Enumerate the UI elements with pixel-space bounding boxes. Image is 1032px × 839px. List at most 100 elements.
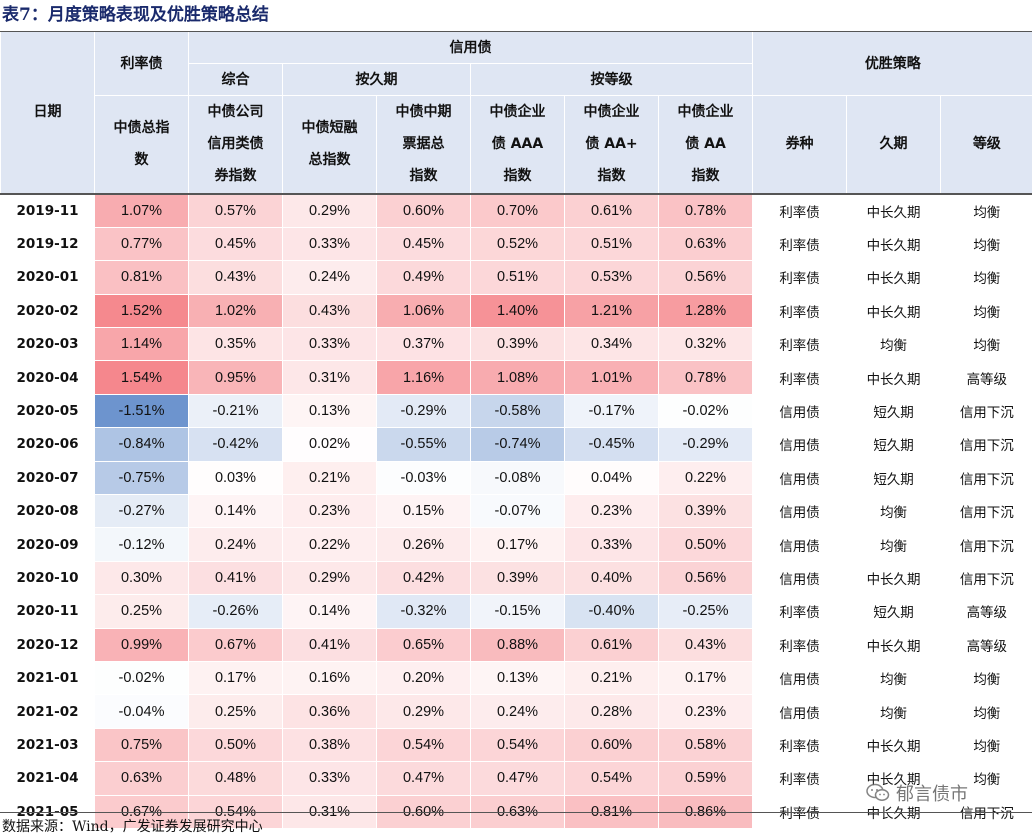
source-note: 数据来源：Wind，广发证券发展研究中心 [2,819,263,835]
strategy-type-cell: 利率债 [752,294,847,329]
value-cell: 0.14% [188,494,283,529]
date-cell: 2020-08 [0,494,95,529]
strategy-duration-cell: 均衡 [846,694,941,729]
date-cell: 2021-04 [0,761,95,796]
date-cell: 2020-11 [0,594,95,629]
strategy-duration-cell: 短久期 [846,427,941,462]
date-cell: 2020-12 [0,628,95,662]
strategy-type-cell: 信用债 [752,561,847,596]
value-cell: 1.40% [470,294,565,329]
date-cell: 2020-02 [0,294,95,329]
value-cell: 0.33% [282,761,377,796]
header-composite: 综合 [188,63,283,96]
strategy-grade-cell: 信用下沉 [940,461,1032,496]
value-cell: 0.25% [94,594,189,629]
value-cell: 0.45% [188,227,283,262]
value-cell: 0.50% [188,728,283,763]
header-by-rating: 按等级 [469,63,753,96]
value-cell: 0.45% [376,227,471,262]
strategy-type-cell: 信用债 [752,661,847,696]
value-cell: 1.01% [564,360,659,395]
header-col-aaplus: 中债企业债 AA+ 指数 [564,95,659,194]
value-cell: -0.29% [657,427,753,462]
strategy-type-cell: 信用债 [752,694,847,729]
value-cell: 0.86% [657,795,753,829]
table-row: 2019-12 0.77% 0.45% 0.33% 0.45% 0.52% 0.51% 0.6… [0,227,1032,262]
value-cell: -0.08% [470,461,565,496]
value-cell: 0.33% [282,327,377,362]
table-row: 2020-09 -0.12% 0.24% 0.22% 0.26% 0.17% 0.33% 0.… [0,527,1032,562]
value-cell: 0.33% [282,227,377,262]
header-col-aa: 中债企业债 AA 指数 [657,95,753,194]
value-cell: 0.54% [376,728,471,763]
value-cell: 0.14% [282,594,377,629]
value-cell: 0.16% [282,661,377,696]
header-date: 日期 [0,31,95,194]
strategy-grade-cell: 信用下沉 [940,427,1032,462]
strategy-grade-cell: 均衡 [940,260,1032,295]
value-cell: 0.38% [282,728,377,763]
value-cell: 0.47% [376,761,471,796]
bottom-rule [0,812,1032,813]
wechat-icon [866,783,890,801]
strategy-duration-cell: 均衡 [846,527,941,562]
value-cell: 0.54% [470,728,565,763]
value-cell: 0.39% [657,494,753,529]
strategy-duration-cell: 中长久期 [846,795,941,829]
table-row: 2021-02 -0.04% 0.25% 0.36% 0.29% 0.24% 0.28% 0.… [0,694,1032,729]
value-cell: 0.61% [564,628,659,662]
value-cell: 0.24% [470,694,565,729]
strategy-type-cell: 利率债 [752,327,847,362]
value-cell: 1.14% [94,327,189,362]
strategy-grade-cell: 信用下沉 [940,394,1032,429]
value-cell: 0.67% [188,628,283,662]
table-row: 2020-03 1.14% 0.35% 0.33% 0.37% 0.39% 0.34% 0.3… [0,327,1032,362]
strategy-type-cell: 信用债 [752,461,847,496]
date-cell: 2020-09 [0,527,95,562]
value-cell: 0.56% [657,260,753,295]
value-cell: 1.06% [376,294,471,329]
value-cell: 0.58% [657,728,753,763]
date-cell: 2020-07 [0,461,95,496]
strategy-duration-cell: 短久期 [846,394,941,429]
value-cell: 0.47% [470,761,565,796]
value-cell: 0.49% [376,260,471,295]
value-cell: 1.52% [94,294,189,329]
value-cell: 0.41% [188,561,283,596]
value-cell: 0.63% [470,795,565,829]
value-cell: 0.42% [376,561,471,596]
value-cell: 0.26% [376,527,471,562]
value-cell: -0.17% [564,394,659,429]
strategy-duration-cell: 均衡 [846,327,941,362]
value-cell: 0.03% [188,461,283,496]
value-cell: -0.74% [470,427,565,462]
table-row: 2020-08 -0.27% 0.14% 0.23% 0.15% -0.07% 0.23% 0… [0,494,1032,529]
table-row: 2021-03 0.75% 0.50% 0.38% 0.54% 0.54% 0.60% 0.5… [0,728,1032,763]
strategy-duration-cell: 中长久期 [846,294,941,329]
strategy-grade-cell: 均衡 [940,694,1032,729]
strategy-grade-cell: 高等级 [940,594,1032,629]
date-cell: 2019-12 [0,227,95,262]
header-credit-bond: 信用债 [187,31,753,64]
table-row: 2021-05 0.67% 0.54% 0.31% 0.60% 0.63% 0.81% 0.8… [0,795,1032,829]
value-cell: 0.25% [188,694,283,729]
value-cell: -0.29% [376,394,471,429]
value-cell: 0.13% [282,394,377,429]
value-cell: 0.22% [657,461,753,496]
strategy-grade-cell: 高等级 [940,360,1032,395]
value-cell: -0.26% [188,594,283,629]
strategy-table: 日期 利率债 信用债 优胜策略 综合 按久期 按等级 中债总指数 中债公司 信用类… [0,31,1032,829]
strategy-type-cell: 利率债 [752,795,847,829]
value-cell: 0.63% [657,227,753,262]
strategy-grade-cell: 高等级 [940,628,1032,662]
value-cell: -0.27% [94,494,189,529]
value-cell: 0.28% [564,694,659,729]
value-cell: 0.77% [94,227,189,262]
strategy-type-cell: 利率债 [752,260,847,295]
value-cell: 0.02% [282,427,377,462]
header-by-duration: 按久期 [282,63,471,96]
value-cell: 0.36% [282,694,377,729]
strategy-type-cell: 利率债 [752,360,847,395]
value-cell: 0.23% [282,494,377,529]
strategy-type-cell: 利率债 [752,192,847,228]
